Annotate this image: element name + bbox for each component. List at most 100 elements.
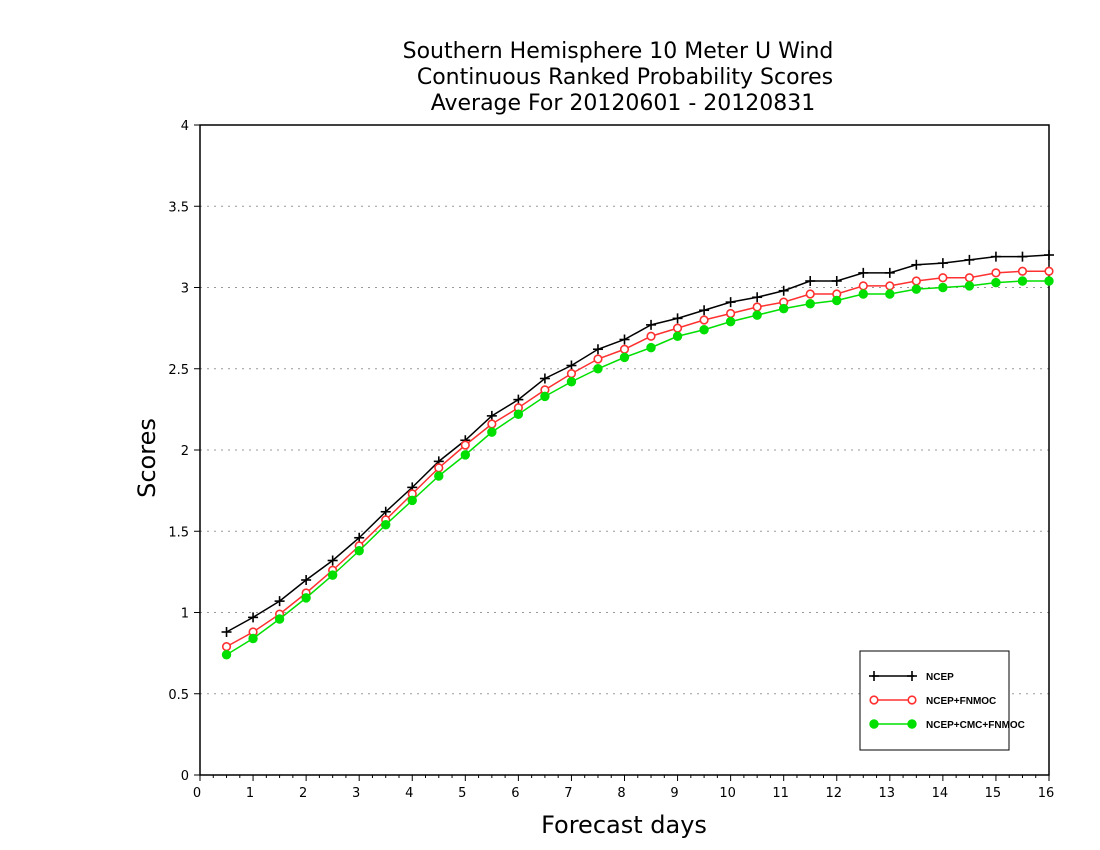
data-point [593, 364, 603, 374]
data-point [1017, 251, 1028, 262]
data-point [646, 331, 656, 341]
x-tick-label: 0 [193, 786, 201, 801]
data-point [327, 555, 338, 566]
data-point [725, 297, 736, 308]
data-point [805, 276, 816, 286]
y-tick-label: 1 [181, 607, 189, 622]
data-point [407, 495, 417, 506]
data-point [990, 251, 1001, 262]
data-point [964, 254, 975, 265]
data-point [460, 450, 471, 460]
y-tick-label: 2.5 [168, 363, 189, 378]
data-point [778, 303, 789, 314]
legend-entry: NCEP [869, 671, 954, 683]
x-tick-label: 10 [719, 786, 736, 801]
y-tick-label: 3.5 [168, 200, 189, 215]
series-2 [221, 276, 1054, 660]
data-point [460, 440, 470, 450]
legend-marker [869, 695, 879, 705]
x-tick-label: 16 [1038, 786, 1055, 801]
data-point [539, 373, 550, 384]
data-point [221, 650, 232, 660]
data-point [274, 596, 285, 607]
chart-title-line-1: Southern Hemisphere 10 Meter U Wind [403, 39, 834, 64]
x-tick-label: 2 [299, 786, 307, 801]
legend-entry: NCEP+CMC+FNMOC [869, 719, 1025, 731]
gridlines [200, 205, 1049, 695]
y-tick-label: 3 [181, 282, 189, 297]
data-point [646, 342, 656, 353]
x-tick-label: 5 [458, 786, 466, 801]
data-point [911, 259, 922, 270]
data-point [726, 308, 736, 319]
data-point [725, 316, 736, 327]
data-point [646, 319, 657, 330]
data-point [911, 284, 922, 294]
data-point [1044, 276, 1054, 286]
legend-marker [907, 719, 917, 729]
data-point [752, 292, 763, 303]
chart-title-line-3: Average For 20120601 - 20120831 [431, 91, 816, 116]
series-line [226, 280, 1049, 656]
data-point [831, 276, 842, 286]
series-0 [221, 250, 1054, 637]
y-tick-label: 4 [181, 119, 189, 134]
data-point [858, 267, 869, 278]
data-point [938, 282, 948, 293]
series-lines [221, 250, 1054, 660]
data-point [832, 295, 842, 306]
data-point [566, 377, 577, 387]
data-point [221, 642, 232, 652]
data-point [858, 281, 868, 291]
data-point [1017, 276, 1028, 286]
legend-entry: NCEP+FNMOC [869, 695, 996, 707]
data-point [858, 289, 868, 299]
data-point [699, 315, 709, 325]
data-point [699, 325, 709, 335]
data-point [991, 268, 1001, 278]
data-point [699, 305, 710, 316]
data-point [619, 352, 630, 363]
y-tick-label: 1.5 [168, 525, 189, 540]
x-tick-label: 15 [985, 786, 1002, 801]
data-point [885, 289, 895, 299]
legend-marker [869, 671, 879, 681]
x-tick-label: 8 [617, 786, 625, 801]
x-tick-label: 14 [932, 786, 949, 801]
x-tick-label: 12 [825, 786, 842, 801]
data-point [274, 614, 285, 624]
data-point [354, 532, 365, 543]
data-point [540, 391, 550, 402]
data-point [1044, 250, 1054, 260]
data-point [593, 354, 603, 364]
data-point [911, 276, 921, 286]
legend-marker [869, 719, 879, 729]
data-point [619, 344, 630, 354]
legend: NCEP NCEP+FNMOC NCEP+CMC+FNMOC [859, 650, 1025, 751]
legend-label: NCEP+FNMOC [926, 696, 996, 707]
x-tick-label: 3 [352, 786, 360, 801]
data-point [487, 419, 497, 429]
data-point [672, 313, 683, 324]
data-point [752, 302, 762, 312]
chart-title: Southern Hemisphere 10 Meter U Wind Cont… [403, 39, 834, 116]
y-tick-label: 0.5 [168, 688, 189, 703]
data-point [248, 633, 258, 644]
data-point [301, 575, 312, 585]
data-point [1044, 266, 1054, 276]
y-axis-label: Scores [133, 418, 161, 498]
data-point [619, 334, 630, 345]
x-tick-label: 7 [564, 786, 572, 801]
data-point [672, 323, 683, 333]
data-point [672, 331, 683, 341]
series-1 [221, 266, 1054, 652]
data-point [248, 612, 259, 623]
data-point [487, 427, 497, 437]
data-point [513, 394, 524, 405]
x-tick-label: 6 [511, 786, 519, 801]
data-point [566, 360, 577, 371]
chart-title-line-2: Continuous Ranked Probability Scores [417, 65, 833, 90]
data-point [592, 344, 603, 355]
data-point [566, 369, 577, 379]
